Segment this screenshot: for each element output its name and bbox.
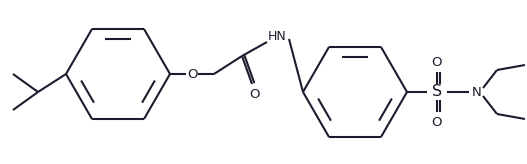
Text: O: O	[249, 88, 259, 101]
Text: O: O	[187, 68, 197, 81]
Text: S: S	[432, 84, 442, 100]
Text: O: O	[432, 55, 442, 69]
Text: N: N	[472, 85, 482, 99]
Text: HN: HN	[268, 30, 286, 42]
Text: O: O	[432, 115, 442, 129]
